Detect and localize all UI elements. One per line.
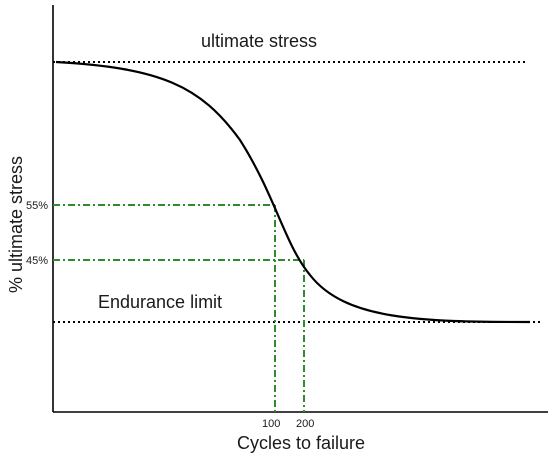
x-tick-100: 100: [262, 418, 280, 430]
x-axis-label: Cycles to failure: [237, 433, 365, 453]
y-tick-55: 55%: [26, 200, 48, 212]
y-tick-45: 45%: [26, 255, 48, 267]
y-axis-label: % ultimate stress: [6, 156, 26, 293]
endurance-limit-label: Endurance limit: [98, 292, 222, 312]
guide-45-200: [53, 259, 305, 412]
ultimate-stress-label: ultimate stress: [201, 31, 317, 51]
guide-55-100: [53, 204, 276, 412]
x-tick-200: 200: [296, 418, 314, 430]
sn-curve: [55, 60, 531, 324]
